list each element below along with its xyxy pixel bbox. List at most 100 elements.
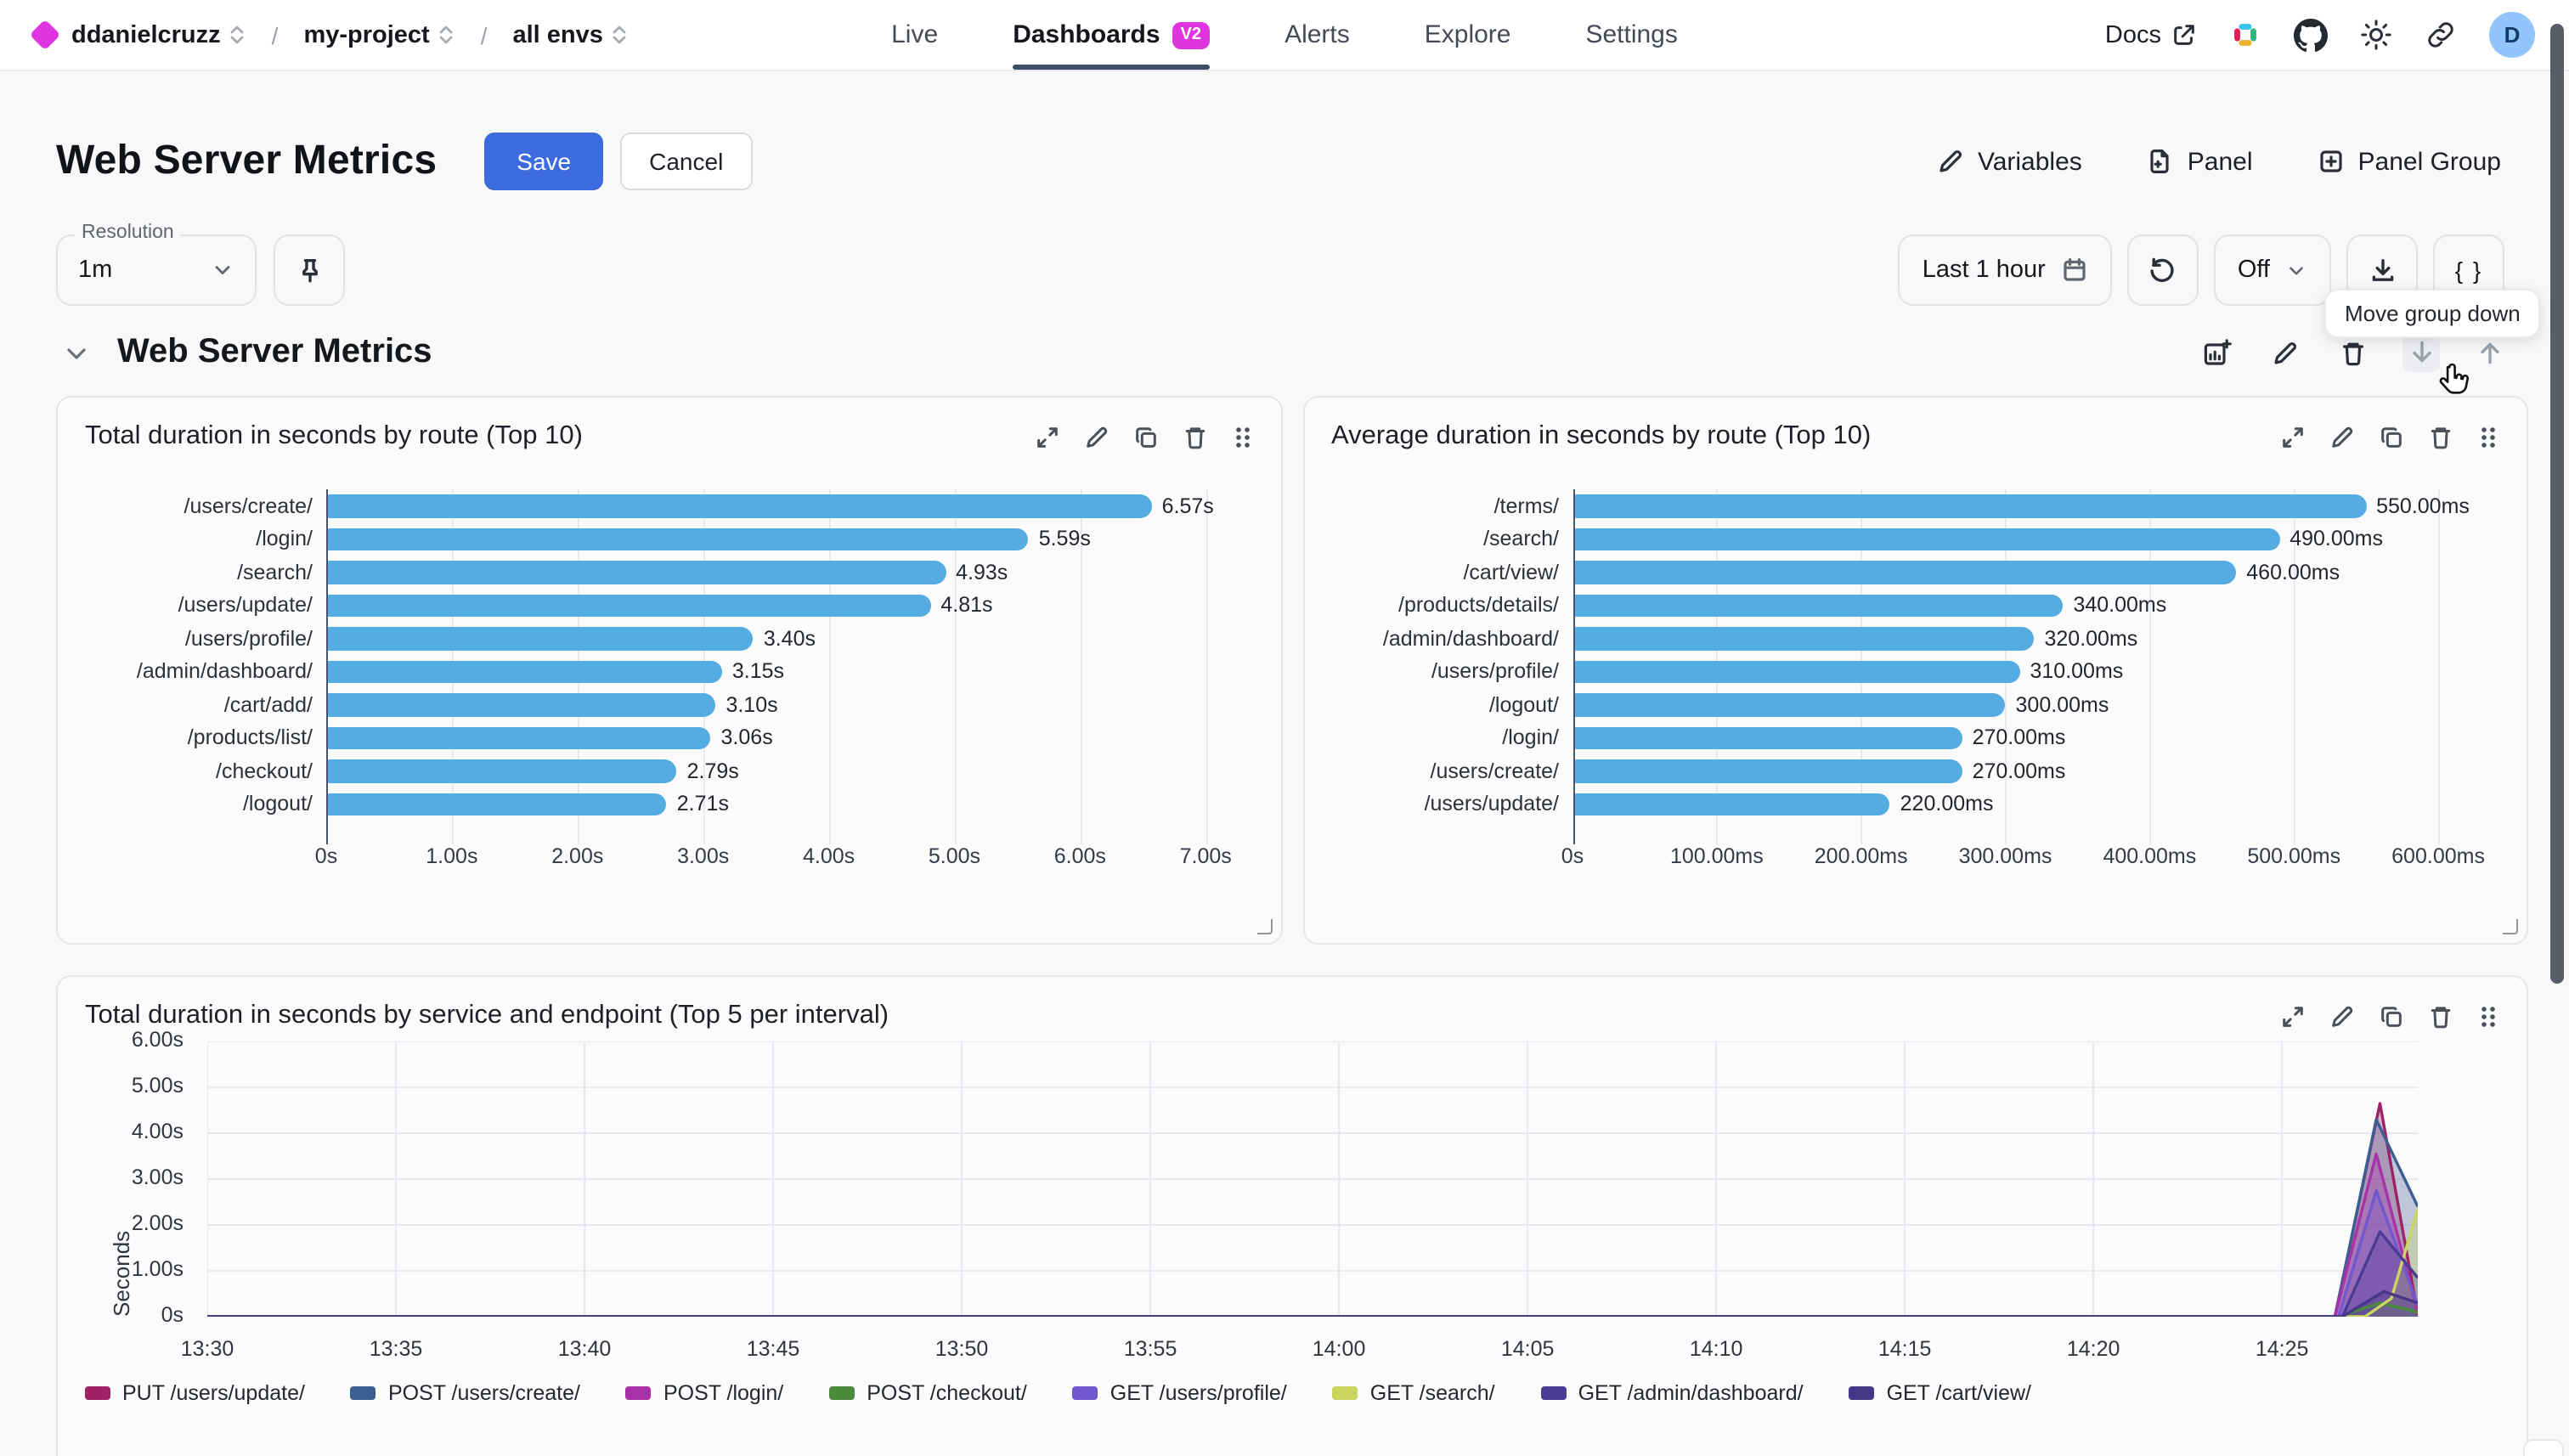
brand-logo-icon[interactable] bbox=[29, 19, 61, 51]
duplicate-panel-button[interactable] bbox=[1132, 424, 1158, 449]
time-range-button[interactable]: Last 1 hour bbox=[1898, 234, 2112, 306]
tab-settings[interactable]: Settings bbox=[1585, 20, 1678, 49]
delete-panel-button[interactable] bbox=[1182, 424, 1207, 449]
add-panel-button[interactable]: Panel bbox=[2147, 147, 2253, 176]
auto-refresh-select[interactable]: Off bbox=[2213, 234, 2331, 306]
bar-row[interactable]: /users/profile/310.00ms bbox=[1304, 655, 2527, 688]
docs-link[interactable]: Docs bbox=[2105, 21, 2197, 48]
slack-icon[interactable] bbox=[2229, 19, 2261, 51]
breadcrumb-env[interactable]: all envs bbox=[513, 21, 629, 48]
legend-item[interactable]: POST /login/ bbox=[625, 1381, 783, 1405]
drag-handle-icon[interactable] bbox=[2477, 1003, 2499, 1029]
bar-row[interactable]: /cart/add/3.10s bbox=[58, 688, 1280, 721]
edit-panel-button[interactable] bbox=[2329, 424, 2355, 449]
tab-live[interactable]: Live bbox=[891, 20, 939, 49]
breadcrumb-org[interactable]: ddanielcruzz bbox=[71, 21, 246, 48]
bar[interactable] bbox=[1572, 726, 1962, 749]
edit-panel-button[interactable] bbox=[2329, 1003, 2355, 1029]
bar-row[interactable]: /login/5.59s bbox=[58, 522, 1280, 556]
bar[interactable] bbox=[326, 660, 722, 683]
bar-row[interactable]: /cart/view/460.00ms bbox=[1304, 556, 2527, 589]
bar[interactable] bbox=[1572, 693, 2006, 716]
bar-row[interactable]: /users/profile/3.40s bbox=[58, 622, 1280, 655]
bar-row[interactable]: /logout/2.71s bbox=[58, 787, 1280, 821]
expand-icon bbox=[1036, 426, 1057, 447]
cancel-button[interactable]: Cancel bbox=[620, 133, 753, 190]
duplicate-panel-button[interactable] bbox=[2379, 1003, 2404, 1029]
resolution-select[interactable]: Resolution 1m bbox=[56, 223, 257, 306]
legend-item[interactable]: GET /users/profile/ bbox=[1072, 1381, 1287, 1405]
expand-panel-button[interactable] bbox=[1034, 424, 1059, 449]
bar[interactable] bbox=[326, 528, 1029, 550]
bar-row[interactable]: /users/create/270.00ms bbox=[1304, 754, 2527, 787]
drag-handle-icon[interactable] bbox=[2477, 424, 2499, 449]
scrollbar[interactable] bbox=[2550, 24, 2564, 984]
bar-row[interactable]: /search/490.00ms bbox=[1304, 522, 2527, 556]
user-avatar[interactable]: D bbox=[2489, 12, 2535, 58]
bar[interactable] bbox=[1572, 759, 1962, 782]
legend-item[interactable]: POST /checkout/ bbox=[829, 1381, 1027, 1405]
bar[interactable] bbox=[1572, 561, 2237, 584]
bar[interactable] bbox=[1572, 528, 2280, 550]
bar-row[interactable]: /checkout/2.79s bbox=[58, 754, 1280, 787]
panels-row: Total duration in seconds by route (Top … bbox=[56, 396, 2528, 945]
bar-row[interactable]: /logout/300.00ms bbox=[1304, 688, 2527, 721]
bar-row[interactable]: /products/list/3.06s bbox=[58, 721, 1280, 754]
bar-row[interactable]: /users/update/220.00ms bbox=[1304, 787, 2527, 821]
legend-item[interactable]: GET /admin/dashboard/ bbox=[1540, 1381, 1804, 1405]
delete-panel-button[interactable] bbox=[2428, 1003, 2453, 1029]
bar[interactable] bbox=[1572, 594, 2064, 617]
move-group-down-button[interactable] bbox=[2402, 334, 2440, 371]
bar[interactable] bbox=[326, 494, 1152, 517]
drag-handle-icon[interactable] bbox=[1231, 424, 1253, 449]
tab-explore[interactable]: Explore bbox=[1424, 20, 1511, 49]
expand-panel-button[interactable] bbox=[2280, 1003, 2306, 1029]
bar-row[interactable]: /users/update/4.81s bbox=[58, 589, 1280, 622]
bar-row[interactable]: /terms/550.00ms bbox=[1304, 489, 2527, 522]
legend-item[interactable]: POST /users/create/ bbox=[350, 1381, 580, 1405]
variables-button[interactable]: Variables bbox=[1937, 147, 2082, 176]
legend-item[interactable]: GET /search/ bbox=[1332, 1381, 1495, 1405]
plot-area[interactable] bbox=[207, 1041, 2418, 1317]
panel-resize-handle[interactable] bbox=[2503, 919, 2518, 934]
bar[interactable] bbox=[326, 726, 711, 749]
refresh-button[interactable] bbox=[2126, 234, 2199, 306]
bar[interactable] bbox=[326, 627, 754, 650]
bar[interactable] bbox=[326, 693, 716, 716]
legend-item[interactable]: GET /cart/view/ bbox=[1849, 1381, 2031, 1405]
share-link-icon[interactable] bbox=[2425, 19, 2457, 51]
bar[interactable] bbox=[1572, 660, 2020, 683]
bar[interactable] bbox=[326, 594, 931, 617]
bar-row[interactable]: /search/4.93s bbox=[58, 556, 1280, 589]
edit-group-button[interactable] bbox=[2267, 334, 2304, 371]
tab-alerts[interactable]: Alerts bbox=[1284, 20, 1350, 49]
bar[interactable] bbox=[326, 759, 677, 782]
bar[interactable] bbox=[326, 561, 946, 584]
save-button[interactable]: Save bbox=[484, 133, 604, 190]
pin-toolbar-button[interactable] bbox=[274, 234, 345, 306]
bar-row[interactable]: /admin/dashboard/3.15s bbox=[58, 655, 1280, 688]
add-chart-to-group-button[interactable] bbox=[2199, 334, 2236, 371]
bar[interactable] bbox=[326, 793, 667, 815]
breadcrumb-project[interactable]: my-project bbox=[303, 21, 455, 48]
bar-row[interactable]: /users/create/6.57s bbox=[58, 489, 1280, 522]
move-group-up-button[interactable] bbox=[2470, 334, 2508, 371]
github-icon[interactable] bbox=[2294, 18, 2328, 52]
bar[interactable] bbox=[1572, 494, 2367, 517]
add-panel-group-button[interactable]: Panel Group bbox=[2318, 147, 2501, 176]
expand-panel-button[interactable] bbox=[2280, 424, 2306, 449]
theme-sun-icon[interactable] bbox=[2360, 19, 2392, 51]
duplicate-panel-button[interactable] bbox=[2379, 424, 2404, 449]
edit-panel-button[interactable] bbox=[1083, 424, 1109, 449]
delete-panel-button[interactable] bbox=[2428, 424, 2453, 449]
bar[interactable] bbox=[1572, 793, 1890, 815]
bar-row[interactable]: /products/details/340.00ms bbox=[1304, 589, 2527, 622]
bar-row[interactable]: /admin/dashboard/320.00ms bbox=[1304, 622, 2527, 655]
bar[interactable] bbox=[1572, 627, 2035, 650]
legend-item[interactable]: PUT /users/update/ bbox=[85, 1381, 305, 1405]
tab-dashboards[interactable]: Dashboards V2 bbox=[1013, 0, 1211, 70]
delete-group-button[interactable] bbox=[2335, 334, 2372, 371]
collapse-chevron-icon[interactable] bbox=[63, 339, 90, 366]
bar-row[interactable]: /login/270.00ms bbox=[1304, 721, 2527, 754]
panel-resize-handle[interactable] bbox=[1256, 919, 1272, 934]
